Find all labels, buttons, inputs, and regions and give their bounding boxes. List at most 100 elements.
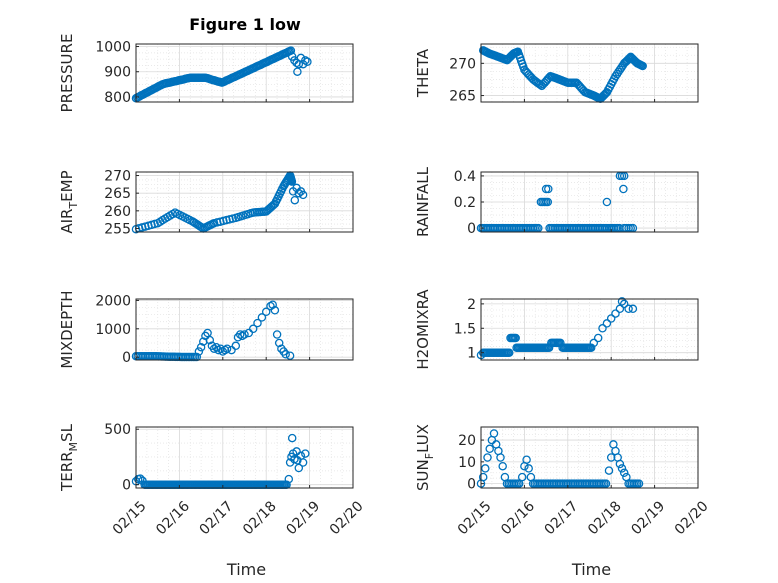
y-tick-label: 900	[104, 65, 131, 81]
figure-title: Figure 1 low	[189, 15, 301, 34]
data-point	[222, 344, 232, 353]
data-point	[218, 347, 228, 356]
data-point	[634, 479, 644, 488]
x-tick-label: 02/20	[672, 498, 712, 538]
y-axis-label-main: AIR	[58, 209, 76, 234]
data-point	[240, 330, 249, 339]
subplot-h2omixra: 1 1.5 2 H2OMIXRA	[414, 289, 699, 370]
y-tick-label: 1.5	[454, 321, 476, 337]
data-point	[598, 324, 607, 333]
x-tick-label: 02/16	[153, 498, 193, 538]
data-point	[614, 67, 623, 77]
y-tick-label: 20	[458, 433, 476, 449]
subplot-theta: 265 270 THETA	[414, 43, 699, 105]
x-tick-label: 02/20	[327, 498, 367, 538]
y-axis-label: H2OMIXRA	[414, 289, 432, 370]
data-point	[209, 344, 219, 353]
data-point	[496, 453, 505, 462]
axes-box	[135, 171, 354, 233]
axes-box	[480, 298, 699, 361]
data-point	[604, 466, 614, 475]
y-axis-label-tail: EMP	[58, 170, 76, 201]
data-point	[214, 345, 223, 355]
data-point	[619, 468, 629, 478]
data-point	[196, 342, 206, 352]
axes-box	[135, 426, 354, 489]
data-point	[257, 313, 267, 322]
data-point	[270, 306, 280, 315]
data-point	[266, 301, 275, 311]
data-point	[593, 333, 603, 343]
data-point	[194, 347, 204, 356]
data-point	[192, 352, 202, 362]
data-point	[286, 46, 296, 55]
data-point	[611, 71, 620, 81]
data-point	[244, 328, 254, 338]
subplot-sun: 0 10 20 SUNFLUX 02/15 02/16 02/17 02/18 02/19 02/…	[414, 424, 712, 579]
axes-box	[480, 426, 699, 489]
data-point	[602, 319, 612, 328]
y-tick-label: 1000	[95, 322, 131, 338]
y-tick-label: 0	[467, 477, 476, 493]
y-axis-label-main: RAINFALL	[414, 166, 432, 237]
y-tick-label: 1	[467, 346, 476, 362]
axes-box	[135, 43, 354, 103]
x-tick-label: 02/19	[283, 498, 323, 538]
data-point	[638, 61, 647, 71]
y-tick-label: 500	[104, 422, 131, 438]
data-point	[290, 195, 300, 205]
y-tick-label: 0	[122, 350, 131, 366]
x-axis-label: Time	[571, 560, 611, 579]
data-point	[615, 459, 625, 469]
y-axis-label: MIXDEPTH	[58, 290, 76, 368]
y-axis-label-sub: F	[423, 453, 436, 459]
y-axis-label-sub: M	[67, 442, 80, 452]
y-tick-label: 2	[467, 297, 476, 313]
x-tick-label: 02/19	[628, 498, 668, 538]
y-tick-label: 800	[104, 90, 131, 106]
data-point	[136, 474, 145, 483]
data-point	[205, 335, 215, 345]
x-tick-label: 02/16	[498, 498, 538, 538]
data-point	[227, 345, 236, 355]
y-tick-label: 265	[449, 89, 476, 105]
subplot-terr: 0 500 TERRMSL 02/15 02/16 02/17 02/18 02/19 02/2…	[58, 422, 367, 579]
data-point	[231, 341, 241, 351]
y-axis-label-main: H2OMIXRA	[414, 289, 432, 370]
subplot-rainfall: 0 0.2 0.4 RAINFALL	[414, 166, 699, 237]
x-tick-label: 02/17	[197, 498, 237, 538]
y-tick-label: 270	[104, 169, 131, 185]
data-point	[606, 453, 616, 462]
x-tick-label: 02/15	[455, 498, 495, 538]
y-axis-label-main: MIXDEPTH	[58, 290, 76, 368]
x-tick-label: 02/17	[542, 498, 582, 538]
data-point	[617, 297, 627, 306]
data-point	[301, 56, 310, 65]
y-tick-label: 0	[467, 221, 476, 237]
data-point	[619, 299, 629, 309]
axes-box	[480, 43, 699, 103]
axes-box	[135, 298, 354, 361]
subplot-pressure: 800 900 1000 PRESSURE	[58, 34, 354, 112]
data-point	[483, 453, 492, 462]
data-point	[301, 449, 310, 458]
y-tick-label: 270	[449, 56, 476, 72]
y-tick-label: 265	[104, 186, 131, 202]
data-point	[248, 324, 258, 334]
y-tick-label: 10	[458, 455, 476, 471]
data-point	[281, 350, 290, 359]
data-point	[498, 461, 507, 471]
y-axis-label: TERRMSL	[58, 423, 80, 492]
data-point	[517, 472, 527, 482]
data-point	[544, 184, 553, 194]
x-tick-label: 02/15	[110, 498, 150, 538]
y-axis-label-sub: T	[67, 202, 80, 210]
data-point	[522, 455, 531, 464]
data-point	[586, 343, 596, 353]
data-point	[303, 57, 312, 66]
data-point	[294, 463, 304, 473]
data-point	[504, 348, 514, 357]
data-point	[298, 458, 308, 467]
